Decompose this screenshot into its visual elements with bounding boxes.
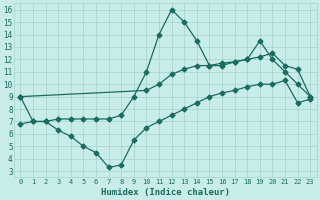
X-axis label: Humidex (Indice chaleur): Humidex (Indice chaleur) bbox=[101, 188, 230, 197]
